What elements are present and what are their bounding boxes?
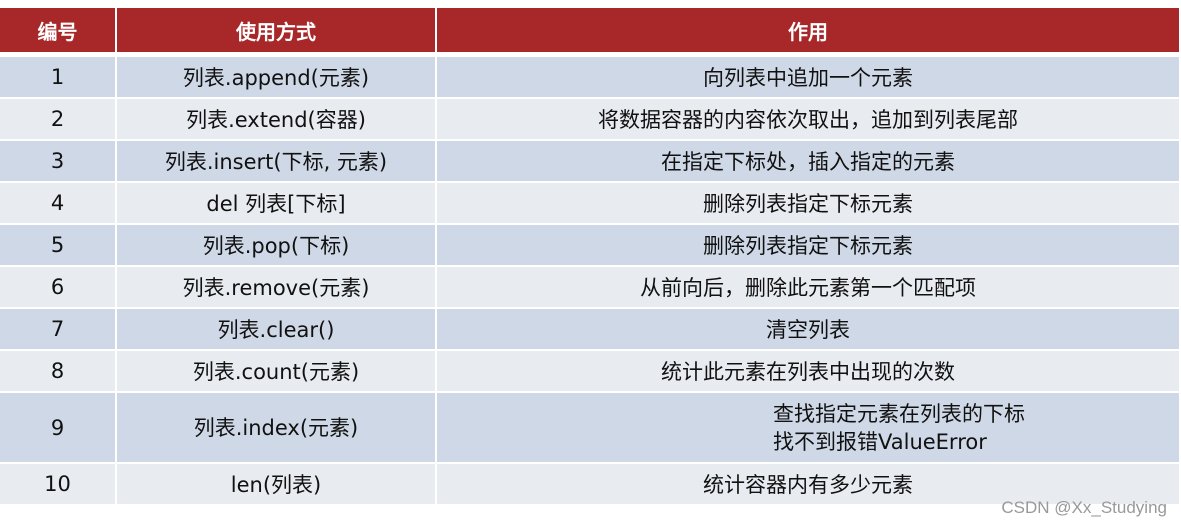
header-usage: 使用方式: [117, 8, 437, 57]
cell-effect: 从前向后，删除此元素第一个匹配项: [437, 267, 1181, 309]
cell-usage: 列表.pop(下标): [117, 225, 437, 267]
cell-number: 1: [0, 57, 117, 99]
cell-usage: 列表.append(元素): [117, 57, 437, 99]
cell-effect: 查找指定元素在列表的下标 找不到报错ValueError: [437, 393, 1181, 464]
cell-effect: 删除列表指定下标元素: [437, 225, 1181, 267]
cell-effect: 统计此元素在列表中出现的次数: [437, 351, 1181, 393]
cell-effect: 统计容器内有多少元素: [437, 464, 1181, 506]
header-row: 编号 使用方式 作用: [0, 8, 1181, 57]
cell-effect: 向列表中追加一个元素: [437, 57, 1181, 99]
cell-usage: del 列表[下标]: [117, 183, 437, 225]
cell-effect: 清空列表: [437, 309, 1181, 351]
cell-number: 2: [0, 99, 117, 141]
table-row: 9 列表.index(元素) 查找指定元素在列表的下标 找不到报错ValueError: [0, 393, 1181, 464]
cell-usage: 列表.clear(): [117, 309, 437, 351]
cell-effect: 在指定下标处，插入指定的元素: [437, 141, 1181, 183]
header-effect: 作用: [437, 8, 1181, 57]
table-row: 3 列表.insert(下标, 元素) 在指定下标处，插入指定的元素: [0, 141, 1181, 183]
cell-usage: len(列表): [117, 464, 437, 506]
cell-effect: 将数据容器的内容依次取出，追加到列表尾部: [437, 99, 1181, 141]
cell-effect: 删除列表指定下标元素: [437, 183, 1181, 225]
cell-number: 6: [0, 267, 117, 309]
cell-usage: 列表.insert(下标, 元素): [117, 141, 437, 183]
cell-number: 4: [0, 183, 117, 225]
cell-number: 5: [0, 225, 117, 267]
cell-number: 9: [0, 393, 117, 464]
cell-number: 10: [0, 464, 117, 506]
table-row: 7 列表.clear() 清空列表: [0, 309, 1181, 351]
cell-usage: 列表.extend(容器): [117, 99, 437, 141]
effect-line-1: 查找指定元素在列表的下标: [773, 401, 1025, 426]
table-row: 8 列表.count(元素) 统计此元素在列表中出现的次数: [0, 351, 1181, 393]
table-row: 1 列表.append(元素) 向列表中追加一个元素: [0, 57, 1181, 99]
cell-number: 8: [0, 351, 117, 393]
effect-line-2: 找不到报错ValueError: [773, 429, 987, 454]
table-row: 2 列表.extend(容器) 将数据容器的内容依次取出，追加到列表尾部: [0, 99, 1181, 141]
table-row: 6 列表.remove(元素) 从前向后，删除此元素第一个匹配项: [0, 267, 1181, 309]
table-row: 5 列表.pop(下标) 删除列表指定下标元素: [0, 225, 1181, 267]
watermark: CSDN @Xx_Studying: [1001, 498, 1167, 517]
cell-usage: 列表.count(元素): [117, 351, 437, 393]
cell-number: 7: [0, 309, 117, 351]
list-methods-table: 编号 使用方式 作用 1 列表.append(元素) 向列表中追加一个元素 2 列表.e…: [0, 8, 1181, 506]
cell-number: 3: [0, 141, 117, 183]
cell-usage: 列表.index(元素): [117, 393, 437, 464]
header-number: 编号: [0, 8, 117, 57]
cell-usage: 列表.remove(元素): [117, 267, 437, 309]
table-row: 4 del 列表[下标] 删除列表指定下标元素: [0, 183, 1181, 225]
table-row: 10 len(列表) 统计容器内有多少元素: [0, 464, 1181, 506]
